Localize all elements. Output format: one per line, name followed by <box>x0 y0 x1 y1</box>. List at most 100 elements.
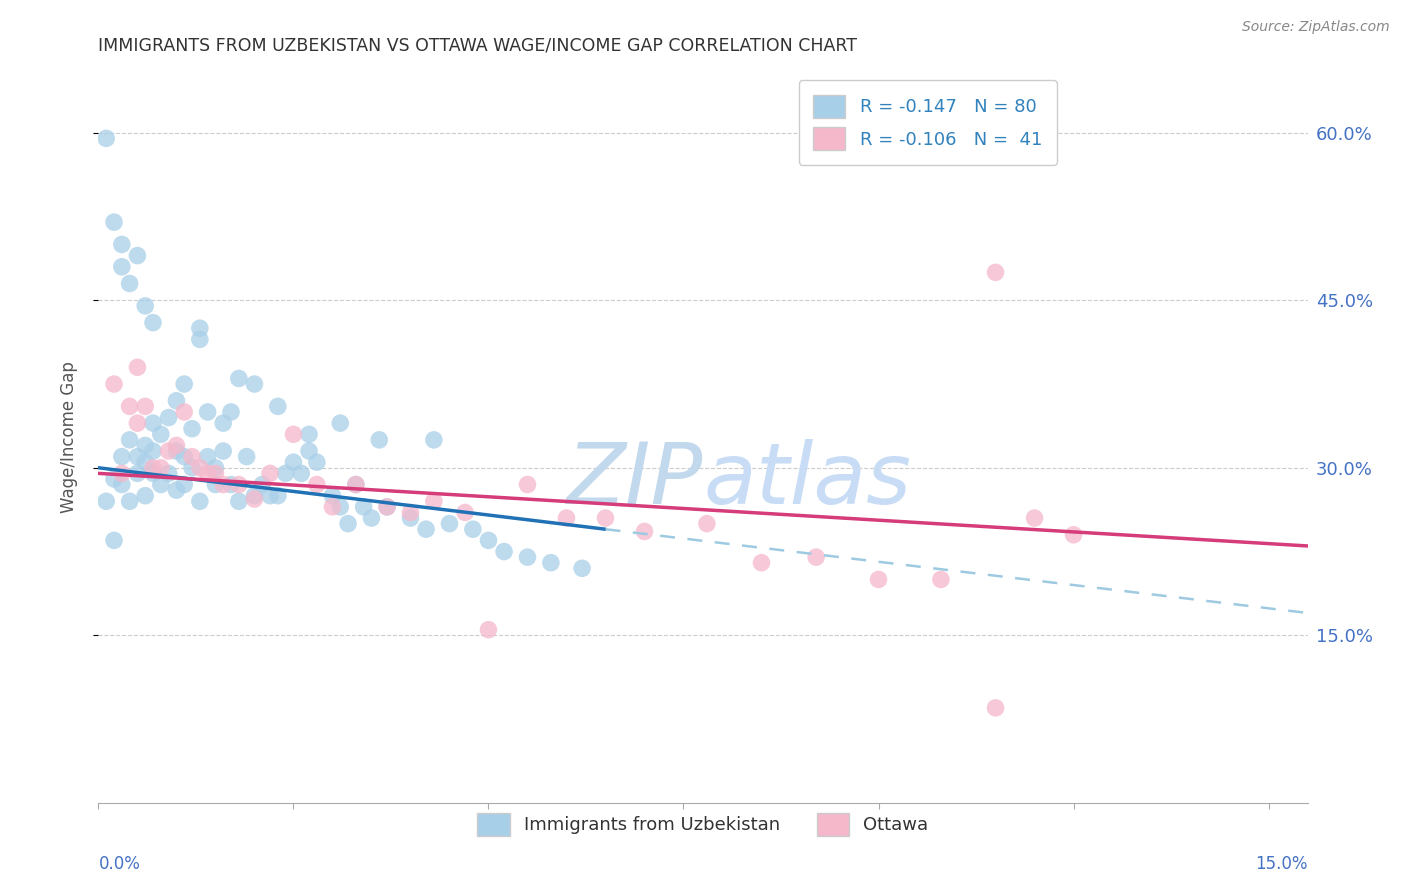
Point <box>298 427 321 442</box>
Point <box>118 433 141 447</box>
Point <box>461 522 484 536</box>
Point <box>212 444 235 458</box>
Point <box>804 550 827 565</box>
Point <box>321 489 343 503</box>
Point <box>111 450 134 464</box>
Point <box>181 422 204 436</box>
Text: atlas: atlas <box>703 440 911 523</box>
Point <box>375 500 398 514</box>
Point <box>149 427 172 442</box>
Legend: Immigrants from Uzbekistan, Ottawa: Immigrants from Uzbekistan, Ottawa <box>465 800 941 848</box>
Point <box>149 477 172 491</box>
Point <box>157 410 180 425</box>
Point <box>142 460 165 475</box>
Point <box>111 260 134 274</box>
Point <box>103 215 125 229</box>
Point <box>219 477 242 491</box>
Point <box>329 500 352 514</box>
Point <box>305 455 328 469</box>
Point <box>477 533 499 548</box>
Point <box>181 450 204 464</box>
Text: 15.0%: 15.0% <box>1256 855 1308 873</box>
Point <box>235 450 257 464</box>
Point <box>157 467 180 481</box>
Point <box>103 472 125 486</box>
Point <box>127 450 149 464</box>
Point <box>197 467 219 481</box>
Point <box>134 438 156 452</box>
Point <box>298 444 321 458</box>
Point <box>188 494 211 508</box>
Point <box>477 623 499 637</box>
Point <box>696 516 718 531</box>
Point <box>274 467 297 481</box>
Point <box>165 483 187 497</box>
Point <box>127 467 149 481</box>
Point <box>555 511 578 525</box>
Point <box>127 416 149 430</box>
Point <box>228 477 250 491</box>
Point <box>173 405 195 419</box>
Text: Source: ZipAtlas.com: Source: ZipAtlas.com <box>1241 20 1389 34</box>
Point <box>204 467 226 481</box>
Point <box>439 516 461 531</box>
Point <box>454 506 477 520</box>
Point <box>283 427 305 442</box>
Point <box>111 477 134 491</box>
Point <box>423 433 446 447</box>
Text: ZIP: ZIP <box>567 440 703 523</box>
Point <box>134 489 156 503</box>
Point <box>204 477 226 491</box>
Point <box>984 265 1007 279</box>
Point <box>197 450 219 464</box>
Point <box>228 494 250 508</box>
Point <box>633 524 655 539</box>
Point <box>165 438 187 452</box>
Point <box>118 494 141 508</box>
Text: IMMIGRANTS FROM UZBEKISTAN VS OTTAWA WAGE/INCOME GAP CORRELATION CHART: IMMIGRANTS FROM UZBEKISTAN VS OTTAWA WAG… <box>98 37 858 54</box>
Point <box>188 332 211 346</box>
Point <box>1063 528 1085 542</box>
Point <box>188 460 211 475</box>
Point <box>204 460 226 475</box>
Point <box>368 433 391 447</box>
Point <box>111 467 134 481</box>
Point <box>415 522 437 536</box>
Point <box>103 377 125 392</box>
Point <box>188 321 211 335</box>
Point <box>259 489 281 503</box>
Point <box>516 477 538 491</box>
Point <box>165 393 187 408</box>
Text: 0.0%: 0.0% <box>98 855 141 873</box>
Y-axis label: Wage/Income Gap: Wage/Income Gap <box>59 361 77 513</box>
Point <box>228 371 250 385</box>
Point <box>360 511 382 525</box>
Point <box>252 477 274 491</box>
Point <box>181 460 204 475</box>
Point <box>344 477 367 491</box>
Point <box>1024 511 1046 525</box>
Point <box>571 561 593 575</box>
Point <box>134 400 156 414</box>
Point <box>127 360 149 375</box>
Point <box>337 516 360 531</box>
Point <box>142 467 165 481</box>
Point <box>423 494 446 508</box>
Point <box>929 573 952 587</box>
Point <box>134 455 156 469</box>
Point <box>165 444 187 458</box>
Point <box>173 377 195 392</box>
Point <box>267 400 290 414</box>
Point <box>118 400 141 414</box>
Point <box>321 500 343 514</box>
Point <box>540 556 562 570</box>
Point <box>118 277 141 291</box>
Point <box>399 511 422 525</box>
Point <box>751 556 773 570</box>
Point <box>142 444 165 458</box>
Point <box>290 467 312 481</box>
Point <box>494 544 516 558</box>
Point <box>96 131 118 145</box>
Point <box>197 405 219 419</box>
Point <box>344 477 367 491</box>
